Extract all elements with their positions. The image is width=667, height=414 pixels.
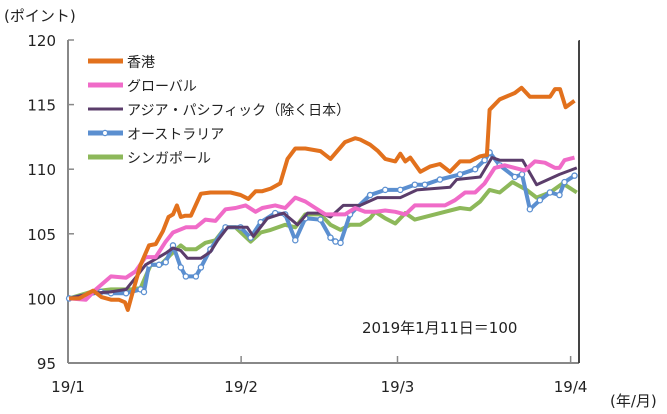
series-marker xyxy=(317,216,324,223)
y-tick-label: 115 xyxy=(27,97,56,115)
y-axis-label: (ポイント) xyxy=(4,7,76,25)
x-axis-label: (年/月) xyxy=(610,392,657,410)
series-marker xyxy=(366,191,374,199)
series-marker xyxy=(192,273,200,280)
series-marker xyxy=(122,289,130,297)
series-marker xyxy=(162,258,169,266)
x-tick-label: 19/1 xyxy=(51,378,85,396)
x-tick-label: 19/2 xyxy=(224,378,258,396)
legend-label-2: アジア・パシフィック（除く日本） xyxy=(127,103,350,119)
legend-label-3: オーストラリア xyxy=(127,127,224,143)
series-marker xyxy=(155,261,163,269)
legend-label-4: シンガポール xyxy=(127,151,211,167)
annotation-base-date: 2019年1月11日＝100 xyxy=(362,319,517,337)
series-marker xyxy=(182,273,190,280)
series-marker xyxy=(197,264,205,271)
legend-marker xyxy=(101,129,109,137)
series-marker xyxy=(177,264,185,271)
y-tick-label: 100 xyxy=(27,290,56,308)
series-marker xyxy=(421,181,429,188)
y-tick-label: 120 xyxy=(27,32,56,50)
series-marker xyxy=(561,178,568,186)
series-marker xyxy=(518,171,526,178)
series-marker xyxy=(526,206,534,213)
x-tick-label: 19/4 xyxy=(554,378,588,396)
x-tick-label: 19/3 xyxy=(381,378,415,396)
series-marker xyxy=(511,173,519,181)
series-marker xyxy=(456,171,464,178)
series-marker xyxy=(327,234,334,241)
legend-label-0: 香港 xyxy=(127,55,155,71)
series-marker xyxy=(140,288,148,296)
series-marker xyxy=(481,156,488,164)
series-marker xyxy=(471,165,479,173)
series-marker xyxy=(411,181,419,188)
series-marker xyxy=(571,172,578,179)
series-marker xyxy=(337,239,344,247)
y-tick-label: 110 xyxy=(27,161,56,179)
series-marker xyxy=(397,186,404,194)
series-marker xyxy=(556,191,563,199)
series-line-0 xyxy=(69,85,576,312)
series-line-2 xyxy=(68,156,578,300)
y-tick-label: 95 xyxy=(37,355,56,373)
series-marker xyxy=(436,176,444,183)
series-marker xyxy=(292,237,299,244)
series-marker xyxy=(381,186,389,194)
series-marker xyxy=(536,196,544,204)
legend-label-1: グローバル xyxy=(127,79,197,95)
series-line-1 xyxy=(68,155,576,302)
series-line-3 xyxy=(68,150,576,301)
series-marker xyxy=(546,189,554,196)
y-tick-label: 105 xyxy=(27,226,56,244)
